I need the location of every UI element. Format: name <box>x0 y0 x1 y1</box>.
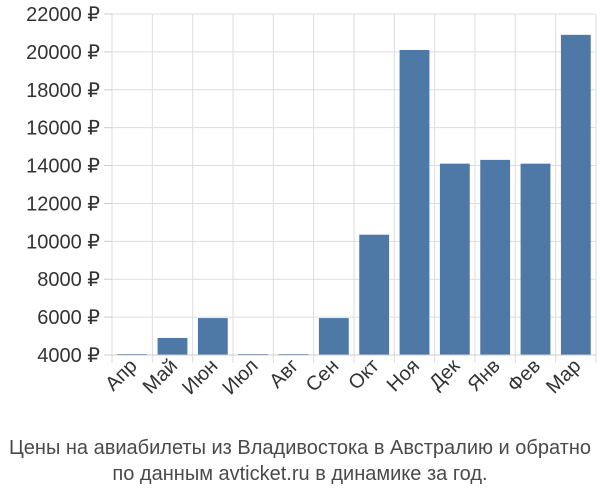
x-tick-label: Дек <box>425 355 464 394</box>
x-tick-label: Авг <box>265 355 303 393</box>
bar-Окт <box>359 234 390 355</box>
bar-Май <box>157 337 188 355</box>
x-tick-label: Янв <box>464 355 505 396</box>
bar-Мар <box>560 34 591 355</box>
chart-caption-line-1: Цены на авиабилеты из Владивостока в Авс… <box>8 437 591 459</box>
x-tick-label: Ноя <box>383 355 424 396</box>
bar-layer <box>117 34 591 355</box>
bar-Ноя <box>399 49 430 355</box>
bar-Дек <box>439 163 470 355</box>
y-tick-label: 20000 ₽ <box>26 42 100 64</box>
x-tick-label: Фев <box>503 355 545 397</box>
chart-caption-line-2: по данным avticket.ru в динамике за год. <box>112 463 488 485</box>
x-tick-label: Окт <box>344 355 383 394</box>
y-tick-label: 4000 ₽ <box>37 345 100 367</box>
bar-Июн <box>197 318 228 355</box>
x-tick-label: Июн <box>178 355 222 399</box>
x-tick-label: Сен <box>302 355 343 396</box>
y-tick-label: 22000 ₽ <box>26 4 100 26</box>
bar-Янв <box>480 159 511 355</box>
x-tick-label: Мар <box>542 355 585 398</box>
y-tick-label: 16000 ₽ <box>26 118 100 140</box>
y-tick-label: 14000 ₽ <box>26 156 100 178</box>
bar-Сен <box>318 318 349 355</box>
grid-layer <box>111 13 597 363</box>
y-tick-label: 18000 ₽ <box>26 80 100 102</box>
y-tick-label: 10000 ₽ <box>26 231 100 253</box>
price-bar-chart: 4000 ₽ 6000 ₽ 8000 ₽ 10000 ₽ 12000 ₽ 14000 ₽ 1… <box>26 4 597 399</box>
bar-Фев <box>520 163 551 355</box>
y-tick-label: 6000 ₽ <box>37 307 100 329</box>
x-tick-label: Апр <box>101 355 142 396</box>
y-tick-label: 8000 ₽ <box>37 269 100 291</box>
x-tick-label: Май <box>139 355 182 398</box>
x-tick-label: Июл <box>218 355 262 399</box>
y-tick-label: 12000 ₽ <box>26 193 100 215</box>
